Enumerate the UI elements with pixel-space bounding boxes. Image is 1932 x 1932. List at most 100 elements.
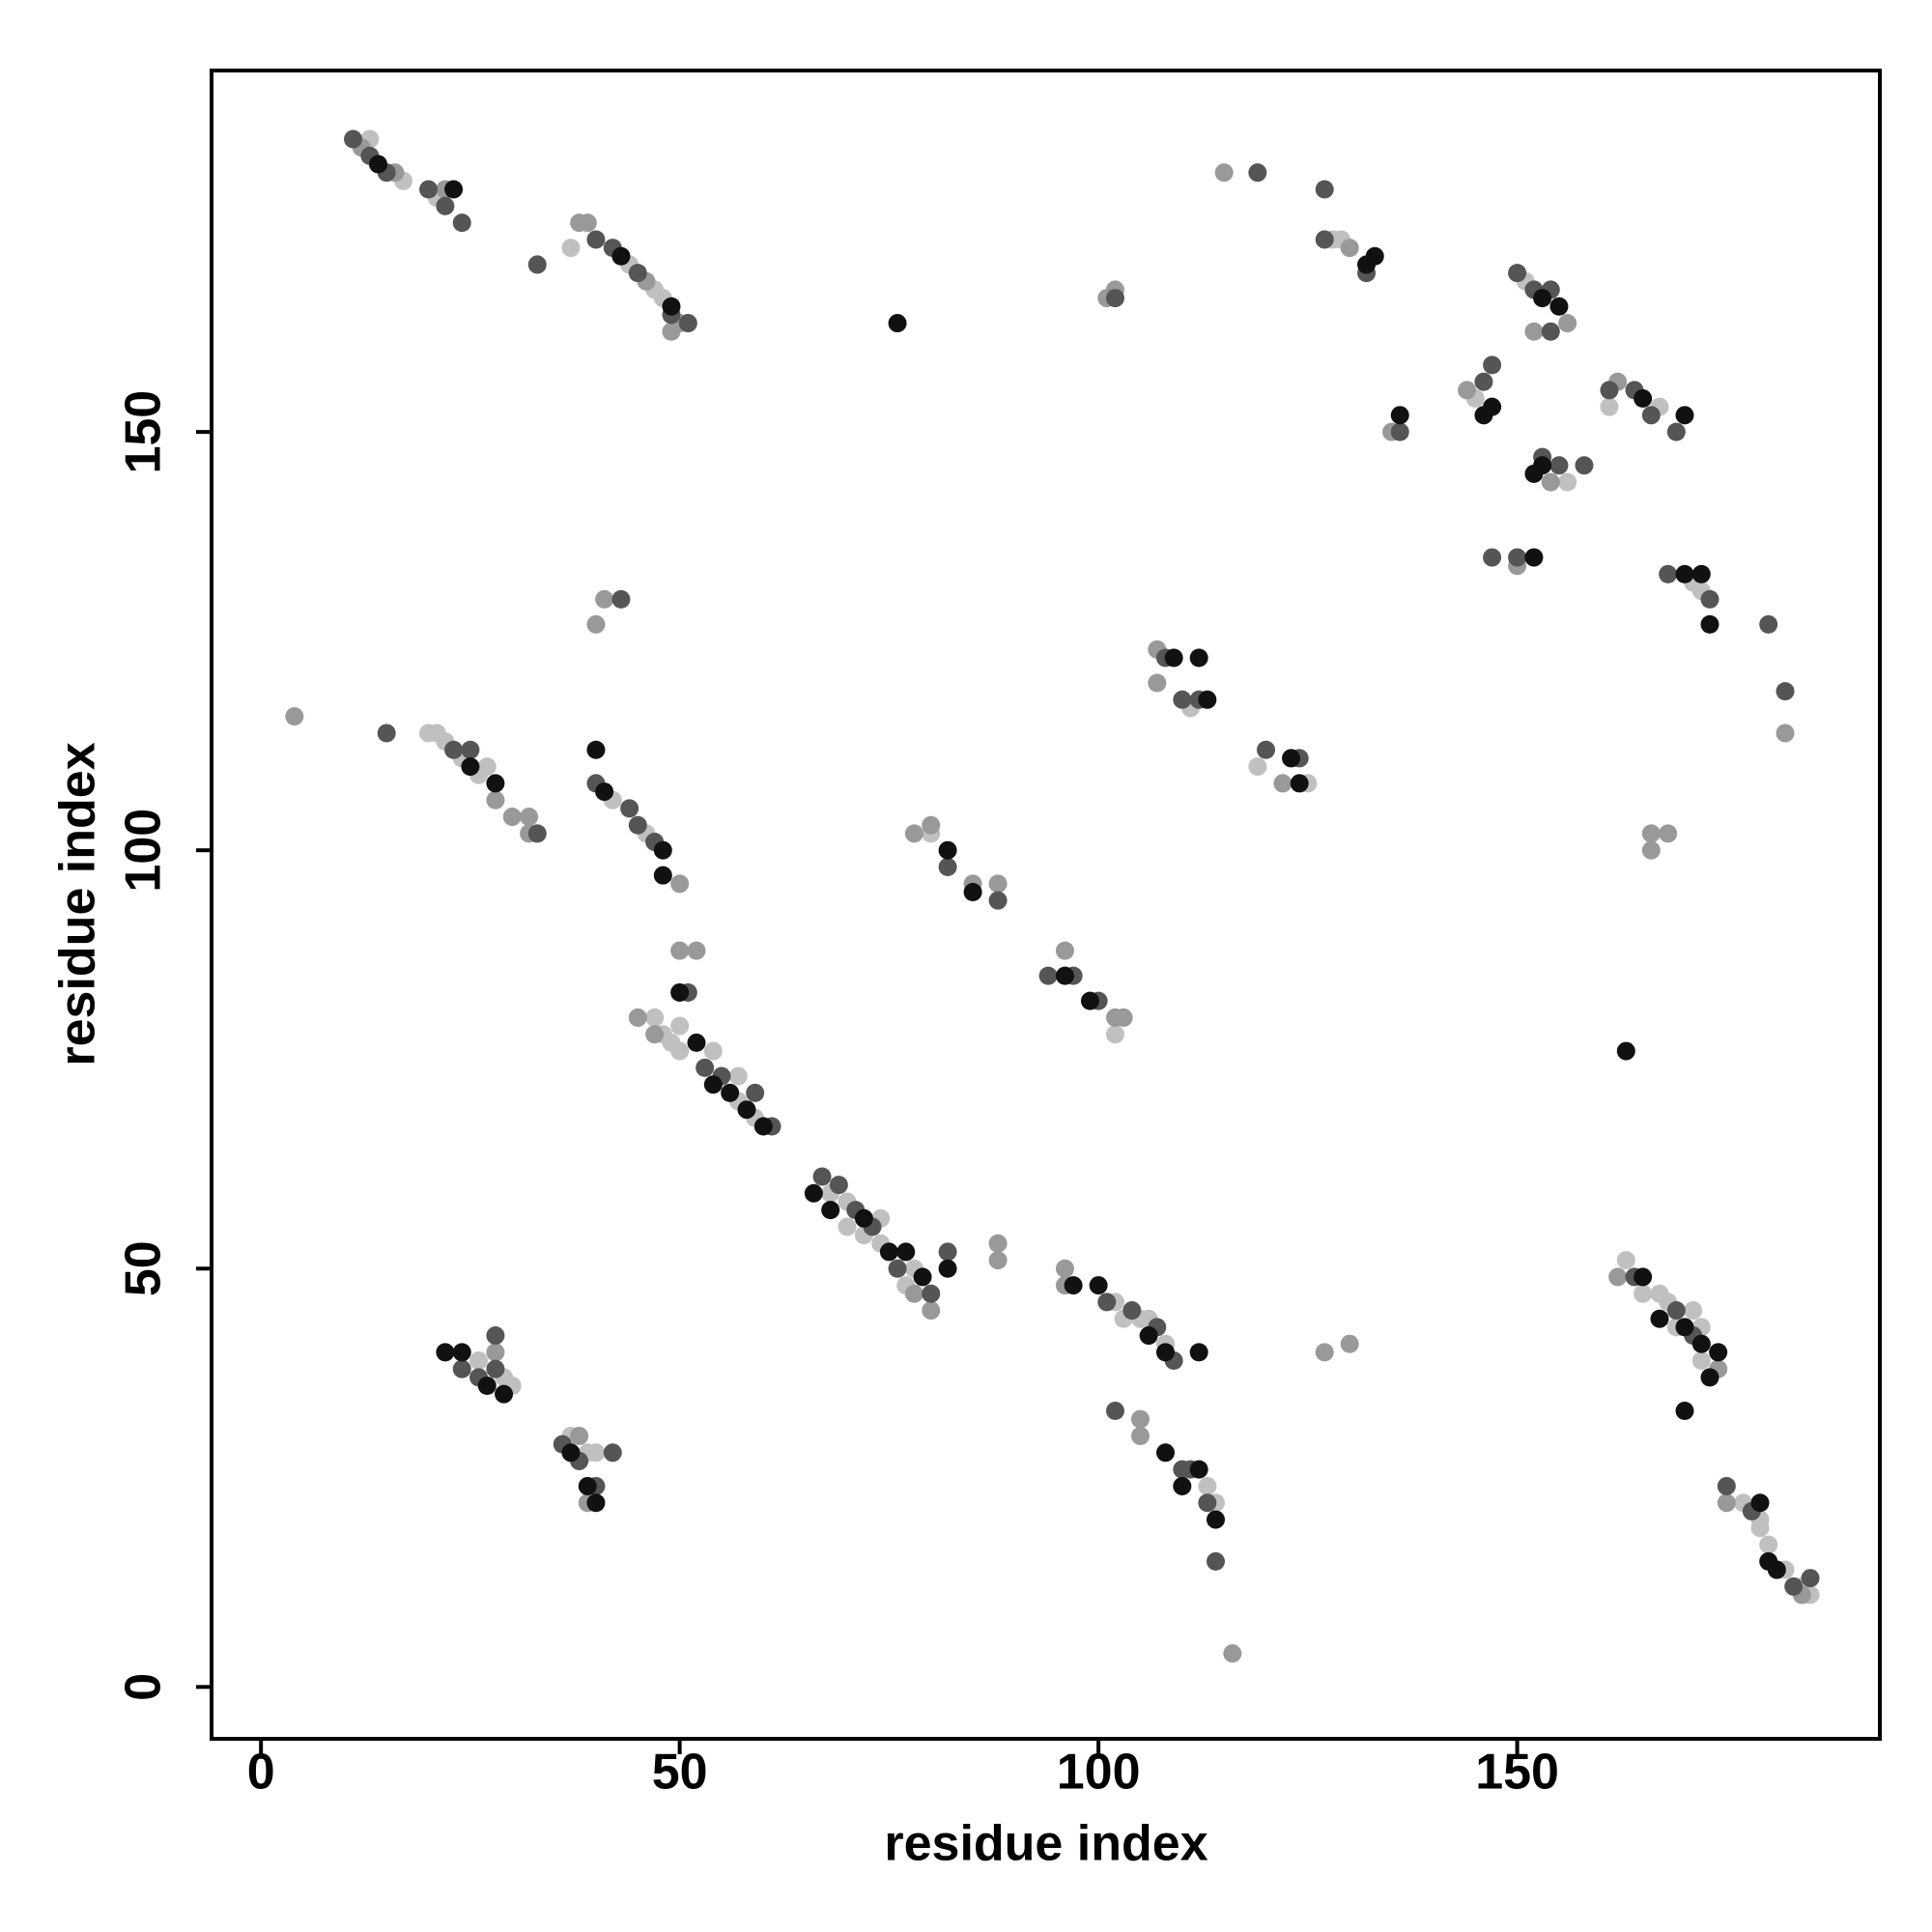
- point: [520, 808, 539, 827]
- point: [746, 1083, 765, 1102]
- point: [1524, 322, 1544, 341]
- y-tick-label: 150: [116, 390, 172, 474]
- point: [461, 740, 480, 759]
- point: [486, 774, 505, 793]
- point: [1097, 1293, 1117, 1312]
- point: [578, 213, 597, 233]
- point: [896, 1242, 916, 1262]
- point: [645, 1025, 665, 1044]
- point: [486, 1343, 505, 1362]
- point: [1717, 1493, 1736, 1513]
- point: [1524, 464, 1544, 483]
- point: [1675, 1318, 1694, 1337]
- point: [1130, 1426, 1150, 1445]
- point: [444, 740, 464, 759]
- point: [586, 614, 606, 634]
- point: [1759, 1535, 1778, 1554]
- point: [1641, 840, 1661, 860]
- point: [1223, 1644, 1242, 1663]
- point: [628, 1008, 647, 1027]
- point: [1641, 406, 1661, 425]
- point: [469, 1351, 489, 1371]
- point: [444, 180, 464, 199]
- point: [670, 1016, 690, 1036]
- point: [678, 314, 697, 333]
- point: [436, 196, 455, 215]
- point: [662, 297, 681, 316]
- point: [620, 799, 639, 818]
- point: [1650, 1309, 1669, 1328]
- point: [628, 815, 647, 835]
- point: [703, 1041, 723, 1061]
- point: [913, 1267, 932, 1287]
- y-tick-label: 0: [116, 1673, 172, 1701]
- point: [854, 1208, 873, 1228]
- point: [1257, 740, 1276, 759]
- point: [586, 1493, 606, 1513]
- point: [670, 941, 690, 960]
- x-tick-label: 50: [652, 1745, 708, 1801]
- point: [578, 1476, 597, 1495]
- point: [527, 255, 547, 274]
- point: [904, 824, 923, 843]
- point: [1105, 289, 1124, 308]
- point: [1114, 1008, 1133, 1027]
- point: [1666, 422, 1686, 441]
- point: [804, 1183, 823, 1203]
- point: [1549, 456, 1569, 475]
- point: [1508, 264, 1527, 283]
- point: [1365, 246, 1384, 266]
- point: [1541, 322, 1560, 341]
- point: [603, 1443, 622, 1463]
- point: [1189, 1460, 1208, 1479]
- point: [1483, 397, 1502, 416]
- point: [1684, 1301, 1703, 1321]
- point: [988, 874, 1008, 894]
- point: [1700, 589, 1719, 609]
- point: [344, 129, 363, 149]
- x-tick-label: 150: [1475, 1745, 1559, 1801]
- point: [1508, 548, 1527, 567]
- point: [1700, 614, 1719, 634]
- point: [670, 1041, 690, 1061]
- point: [1483, 548, 1502, 567]
- point: [1130, 1409, 1150, 1429]
- point: [452, 1359, 471, 1378]
- point: [1600, 397, 1619, 416]
- point: [1148, 673, 1167, 693]
- point: [452, 1343, 471, 1362]
- point: [653, 866, 672, 885]
- point: [628, 264, 647, 283]
- point: [1315, 180, 1334, 199]
- point: [527, 824, 547, 843]
- point: [1533, 289, 1552, 308]
- point: [1105, 1025, 1124, 1044]
- point: [1248, 163, 1267, 183]
- point: [812, 1167, 832, 1186]
- point: [1659, 564, 1678, 583]
- point: [1801, 1569, 1820, 1588]
- point: [988, 1234, 1008, 1253]
- point: [1675, 564, 1694, 583]
- point: [1776, 682, 1795, 701]
- point: [419, 180, 439, 199]
- point: [1608, 1267, 1628, 1287]
- x-tick-label: 100: [1057, 1745, 1141, 1801]
- point: [838, 1217, 857, 1236]
- x-axis-label: residue index: [884, 1816, 1208, 1872]
- point: [452, 213, 471, 233]
- point: [670, 874, 690, 894]
- point: [1784, 1577, 1804, 1596]
- point: [1282, 749, 1301, 768]
- point: [586, 740, 606, 759]
- point: [1055, 966, 1074, 985]
- point: [1390, 406, 1409, 425]
- point: [1759, 614, 1778, 634]
- point: [1055, 941, 1074, 960]
- point: [285, 707, 304, 726]
- point: [753, 1117, 773, 1136]
- point: [1776, 724, 1795, 743]
- point: [653, 840, 672, 860]
- point: [595, 782, 614, 802]
